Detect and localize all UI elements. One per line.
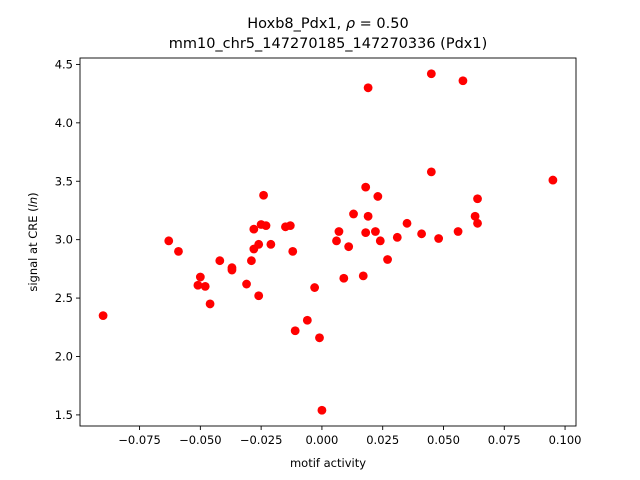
x-tick-label: −0.025 — [240, 433, 283, 447]
y-tick-label: 4.0 — [55, 116, 73, 130]
data-point — [215, 256, 225, 266]
data-point — [285, 221, 295, 231]
data-point — [242, 279, 251, 289]
y-tick-label: 2.0 — [55, 349, 73, 363]
y-axis-label-suffix: ) — [26, 192, 40, 197]
x-tick-label: 0.050 — [427, 433, 460, 447]
y-tick-label: 1.5 — [55, 408, 73, 422]
x-tick-label: 0.075 — [488, 433, 521, 447]
data-point — [249, 224, 259, 234]
data-point — [254, 291, 264, 301]
data-point — [426, 167, 436, 177]
y-tick-label: 3.0 — [55, 233, 73, 247]
data-point — [193, 280, 203, 290]
data-point — [392, 232, 402, 242]
data-point — [288, 246, 298, 256]
data-point — [417, 229, 427, 239]
data-point — [339, 273, 349, 283]
data-point — [195, 272, 205, 282]
data-point — [434, 234, 444, 243]
data-point — [254, 239, 264, 249]
data-point — [227, 265, 237, 275]
x-axis-label: motif activity — [290, 456, 366, 470]
y-tick-label: 4.5 — [55, 57, 73, 71]
data-point — [383, 255, 392, 264]
data-point — [334, 227, 344, 236]
x-tick-label: 0.025 — [366, 433, 399, 447]
data-point — [371, 227, 380, 236]
data-point — [302, 315, 312, 325]
y-tick-label: 2.5 — [55, 291, 73, 305]
data-point — [361, 228, 371, 238]
data-point — [317, 405, 327, 415]
x-tick-label: −0.050 — [179, 433, 222, 447]
y-axis-label-prefix: signal at CRE ( — [26, 207, 40, 291]
data-point — [349, 209, 358, 219]
data-point — [98, 311, 108, 320]
x-tick-label: −0.075 — [118, 433, 161, 447]
data-point — [261, 221, 271, 231]
y-tick-label: 3.5 — [55, 174, 73, 188]
data-point — [375, 236, 385, 246]
data-point — [200, 281, 210, 291]
chart-title-gene-pair: Hoxb8_Pdx1, — [247, 16, 346, 32]
data-point — [473, 194, 482, 204]
data-point — [332, 236, 341, 246]
data-point — [310, 283, 320, 292]
data-point — [402, 218, 412, 228]
data-point — [315, 333, 324, 343]
data-point — [373, 192, 383, 201]
data-point — [247, 256, 256, 266]
x-tick-label: 0.000 — [305, 433, 338, 447]
plot-area: −0.075 −0.050 −0.025 0.000 0.025 0.050 0.075 0.… — [55, 57, 582, 447]
data-point — [205, 299, 215, 309]
data-point — [266, 239, 276, 249]
data-point — [470, 211, 480, 221]
data-point — [290, 326, 300, 336]
chart-subtitle: mm10_chr5_147270185_147270336 (Pdx1) — [169, 36, 488, 52]
data-point — [358, 271, 368, 281]
data-point — [473, 218, 482, 228]
y-axis-label-ln: ln — [26, 197, 40, 207]
x-tick-label: 0.100 — [549, 433, 582, 447]
data-point — [426, 69, 436, 79]
data-point — [458, 76, 468, 86]
data-point — [344, 242, 354, 252]
y-axis-label: signal at CRE (ln) — [26, 192, 40, 291]
data-point — [361, 182, 371, 192]
data-point — [174, 246, 183, 256]
data-point — [548, 175, 558, 185]
plot-frame — [79, 57, 577, 427]
data-point — [363, 83, 373, 93]
data-point — [453, 227, 463, 236]
chart-title: Hoxb8_Pdx1, ρ = 0.50 — [247, 16, 408, 32]
data-point — [164, 236, 174, 246]
chart-title-rho-value: = 0.50 — [355, 16, 409, 32]
data-point — [363, 211, 373, 221]
data-point — [259, 190, 268, 200]
chart-title-rho-symbol: ρ — [346, 16, 356, 32]
